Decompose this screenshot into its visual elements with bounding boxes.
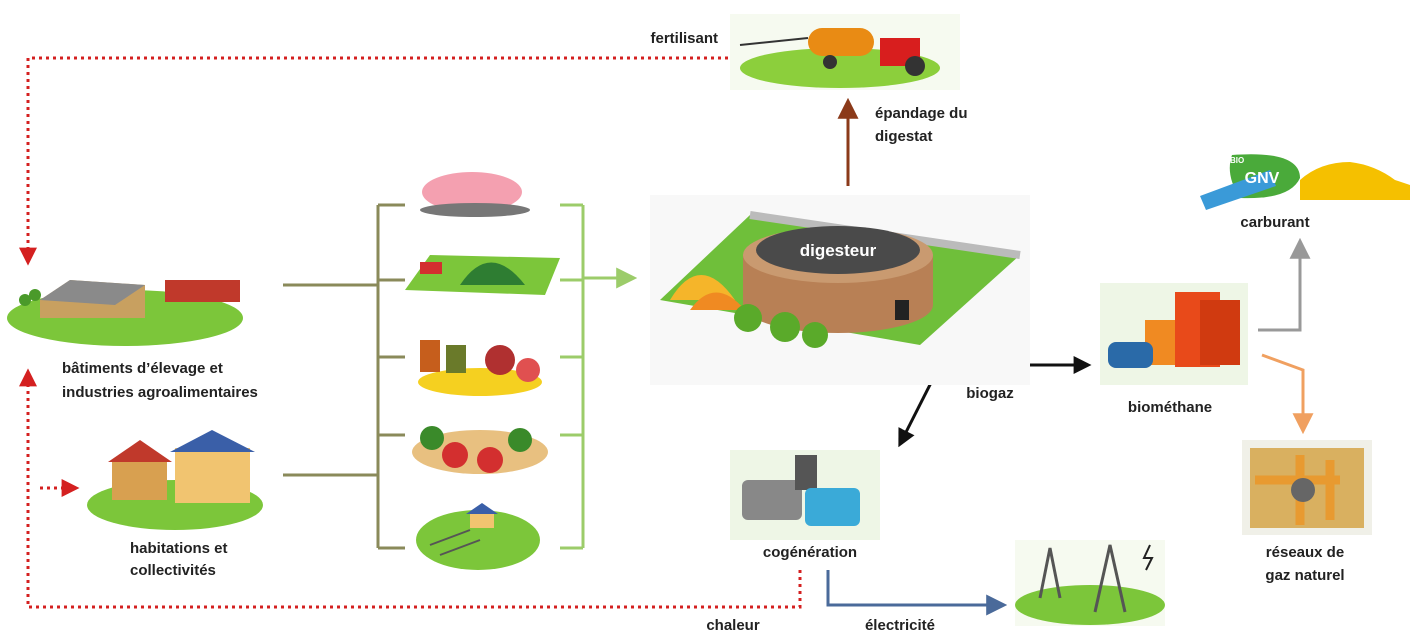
houses-illustration (87, 430, 263, 530)
cogeneration-illustration (730, 450, 880, 540)
biomethane-illustration (1100, 283, 1248, 385)
housing-label: habitations et (130, 540, 228, 557)
electricity-arrow (828, 570, 1003, 605)
gnv-logo: BIO GNV (1200, 154, 1300, 210)
biogas-label: biogaz (966, 385, 1014, 402)
right-bracket (560, 205, 633, 548)
fuel-arrow (1258, 242, 1300, 330)
diagram: digesteur BIO GNV fertilisant épandage d… (0, 0, 1411, 634)
grid-arrow (1262, 355, 1303, 430)
page: digesteur BIO GNV fertilisant épandage d… (0, 0, 1411, 634)
farm-label: industries agroalimentaires (62, 384, 258, 401)
gas-network-label: réseaux de (1266, 544, 1344, 561)
digestate-label: épandage du (875, 105, 968, 122)
logo-small-text: BIO (1230, 156, 1244, 165)
tractor-illustration (730, 14, 960, 90)
biomethane-label: biométhane (1128, 399, 1212, 416)
digester-label: digesteur (800, 241, 877, 260)
gas-network-illustration (1242, 440, 1372, 535)
gas-network-label: gaz naturel (1265, 567, 1344, 584)
digester-illustration (650, 195, 1030, 385)
housing-label: collectivités (130, 562, 216, 579)
input-illustrations (405, 172, 560, 570)
fuel-label: carburant (1240, 214, 1309, 231)
electricity-illustration (1015, 540, 1165, 626)
logo-text: GNV (1245, 170, 1280, 187)
heat-label: chaleur (706, 617, 760, 634)
farm-buildings-illustration (7, 280, 243, 346)
car-illustration (1300, 162, 1410, 200)
left-bracket (283, 205, 405, 548)
digestate-label: digestat (875, 128, 933, 145)
farm-label: bâtiments d’élevage et (62, 360, 223, 377)
electricity-label: électricité (865, 617, 935, 634)
fertilizer-label: fertilisant (650, 30, 718, 47)
cogeneration-label: cogénération (763, 544, 857, 561)
